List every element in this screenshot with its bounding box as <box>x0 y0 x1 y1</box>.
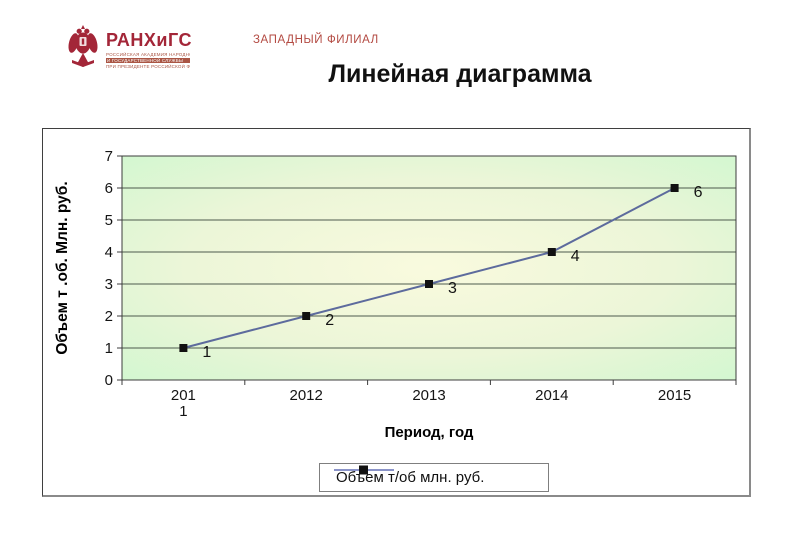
x-tick-label: 201 <box>171 387 196 404</box>
data-label: 1 <box>202 344 211 361</box>
branch-label: ЗАПАДНЫЙ ФИЛИАЛ <box>253 34 379 46</box>
data-point-marker <box>302 312 311 320</box>
page-title: Линейная диаграмма <box>328 60 592 88</box>
logo-subtext-line: И ГОСУДАРСТВЕННОЙ СЛУЖБЫ <box>106 58 190 63</box>
y-tick-label: 1 <box>105 340 113 357</box>
ranepa-logo-subtext: РОССИЙСКАЯ АКАДЕМИЯ НАРОДНОГО ХОЗЯЙСТВА … <box>106 52 190 69</box>
x-tick-label: 2013 <box>412 387 445 404</box>
y-tick-label: 3 <box>105 276 113 293</box>
y-tick-label: 6 <box>105 180 113 197</box>
data-label: 2 <box>325 312 334 329</box>
x-tick-label: 2012 <box>290 387 323 404</box>
data-point-marker <box>670 184 679 192</box>
ranepa-emblem-icon <box>68 25 98 67</box>
x-tick-label: 2015 <box>658 387 691 404</box>
ranepa-logo-text: РАНХиГС РОССИЙСКАЯ АКАДЕМИЯ НАРОДНОГО ХО… <box>106 24 192 69</box>
ranepa-wordmark: РАНХиГС <box>106 30 192 50</box>
data-label: 6 <box>694 184 703 201</box>
x-tick-label: 1 <box>179 403 187 420</box>
data-label: 3 <box>448 280 457 297</box>
legend-series-label: Объем т/об млн. руб. <box>336 469 485 486</box>
x-tick-label: 2014 <box>535 387 568 404</box>
data-point-marker <box>425 280 433 288</box>
ranepa-logo: РАНХиГС РОССИЙСКАЯ АКАДЕМИЯ НАРОДНОГО ХО… <box>66 24 192 69</box>
y-axis-title: Объем т .об. Млн. руб. <box>54 181 71 354</box>
data-label: 4 <box>571 248 580 265</box>
chart-legend: Объем т/об млн. руб. <box>319 463 549 492</box>
plot-area <box>122 156 736 380</box>
x-axis-title: Период, год <box>385 424 474 441</box>
y-tick-label: 7 <box>105 148 113 165</box>
data-point-marker <box>179 344 188 352</box>
y-tick-label: 4 <box>105 244 113 261</box>
y-tick-label: 2 <box>105 308 113 325</box>
logo-subtext-line: РОССИЙСКАЯ АКАДЕМИЯ НАРОДНОГО ХОЗЯЙСТВА <box>106 52 190 57</box>
y-tick-label: 0 <box>105 372 113 389</box>
plot-border <box>121 155 737 381</box>
legend-line-marker-icon <box>334 465 394 475</box>
chart-area: 0 1 2 3 4 5 6 7 201 1 2012 2013 2014 2015 1 2 3 4 6 Период,… <box>42 128 751 497</box>
logo-subtext-line: ПРИ ПРЕЗИДЕНТЕ РОССИЙСКОЙ ФЕДЕРАЦИИ <box>106 64 190 69</box>
y-tick-label: 5 <box>105 212 113 229</box>
data-point-marker <box>547 248 556 256</box>
